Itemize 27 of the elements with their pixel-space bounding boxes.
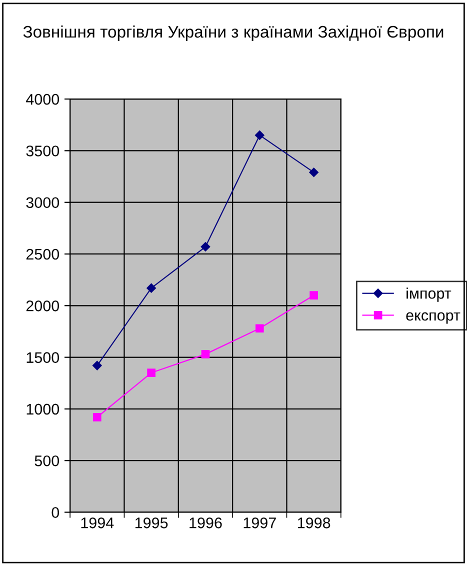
point	[255, 324, 264, 333]
point	[92, 413, 102, 422]
y-tick-label: 3500	[26, 146, 60, 156]
x-tick-label: 1997	[244, 517, 276, 528]
x-tick-label: 1995	[135, 517, 168, 528]
point	[92, 360, 102, 370]
y-tick-label: 2000	[26, 300, 60, 312]
point	[200, 242, 210, 252]
point	[255, 130, 264, 140]
point	[146, 283, 156, 293]
y-tick-label: 1500	[26, 352, 60, 363]
y-tick-label: 1000	[26, 404, 60, 415]
y-tick-label: 3000	[26, 197, 60, 208]
point	[147, 368, 156, 377]
point	[310, 291, 318, 300]
point	[201, 350, 210, 358]
y-tick-label: 500	[34, 455, 60, 466]
legend-label: експорт	[406, 312, 460, 324]
point	[309, 168, 318, 178]
legend-label: імпорт	[406, 288, 452, 302]
x-tick-label: 1994	[81, 517, 114, 528]
y-tick-label: 0	[52, 507, 60, 518]
y-tick-label: 2500	[26, 248, 60, 260]
y-tick-label: 4000	[26, 94, 60, 105]
x-tick-label: 1998	[298, 517, 330, 528]
x-tick-label: 1996	[190, 517, 222, 528]
chart-title: Зовнішня торгівля України з країнами Західної Європи	[23, 25, 444, 42]
